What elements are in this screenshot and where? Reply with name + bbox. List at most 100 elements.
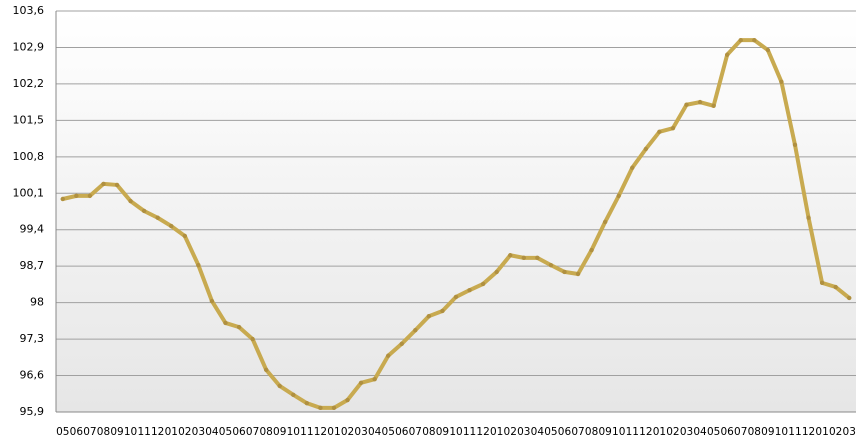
x-tick-label: 09 [273,426,286,438]
data-point [548,262,554,268]
data-point [602,219,608,225]
x-tick-label: 02 [178,426,191,438]
data-point [101,181,106,187]
x-tick-label: 12 [151,426,164,438]
data-point [833,284,838,290]
data-point [779,79,784,85]
x-tick-label: 06 [720,426,734,438]
data-point [169,223,174,229]
data-point [114,182,120,188]
x-tick-label: 05 [219,426,232,438]
x-tick-label: 07 [571,426,584,438]
x-tick-label: 07 [83,426,96,438]
x-tick-label: 06 [232,426,246,438]
x-tick-label: 02 [341,426,354,438]
data-point [535,255,540,261]
data-point [453,294,459,300]
x-tick-label: 08 [259,426,272,438]
x-tick-label: 07 [734,426,747,438]
x-tick-label: 04 [368,426,382,438]
x-tick-label: 11 [137,426,150,438]
x-tick-label: 01 [815,426,828,438]
data-point [223,320,228,326]
x-tick-label: 01 [165,426,178,438]
data-point [426,313,432,319]
x-tick-label: 09 [598,426,611,438]
x-tick-label: 01 [653,426,666,438]
data-point [643,146,649,152]
data-point [521,255,526,261]
y-tick-label: 96,6 [20,369,45,382]
data-point [792,142,798,148]
y-tick-label: 103,6 [13,4,45,17]
x-tick-label: 04 [205,426,219,438]
x-tick-label: 02 [829,426,842,438]
x-tick-label: 08 [585,426,598,438]
x-tick-label: 01 [327,426,340,438]
data-point [752,37,757,43]
data-point [765,47,771,53]
y-tick-label: 102,2 [13,77,45,90]
data-point [372,376,377,382]
x-tick-label: 07 [246,426,259,438]
x-tick-label: 10 [124,426,137,438]
data-point [847,295,852,301]
data-point [74,193,79,199]
x-tick-label: 11 [788,426,801,438]
x-tick-label: 11 [463,426,476,438]
x-tick-label: 05 [544,426,557,438]
data-point [128,198,133,204]
x-tick-label: 01 [490,426,503,438]
data-point [196,262,201,268]
data-point [738,37,743,43]
data-point [60,196,65,202]
data-point [358,380,364,386]
x-tick-label: 05 [382,426,395,438]
x-tick-label: 02 [504,426,517,438]
x-tick-label: 11 [626,426,639,438]
data-point [575,271,581,277]
x-tick-label: 03 [680,426,693,438]
x-tick-label: 06 [558,426,572,438]
x-tick-label: 03 [517,426,530,438]
data-point [630,165,635,170]
data-point [345,397,350,403]
data-point [141,208,147,214]
data-point [467,287,472,293]
data-point [331,405,337,411]
data-point [697,99,703,105]
x-tick-label: 03 [192,426,205,438]
x-tick-label: 05 [707,426,720,438]
data-point [304,400,310,406]
data-point [508,253,513,258]
data-point [684,102,689,107]
y-tick-label: 100,8 [13,150,45,163]
x-tick-label: 12 [639,426,652,438]
data-point [494,269,499,275]
x-tick-label: 08 [748,426,761,438]
y-tick-label: 102,9 [13,40,45,53]
plot-area [56,11,856,412]
data-point [819,280,825,286]
x-tick-label: 09 [761,426,774,438]
y-tick-label: 97,3 [20,332,45,345]
x-tick-label: 08 [422,426,435,438]
x-tick-label: 10 [775,426,788,438]
data-point [562,269,567,275]
x-tick-label: 09 [110,426,123,438]
x-tick-label: 11 [300,426,313,438]
data-point [291,392,296,398]
x-tick-label: 03 [843,426,856,438]
data-point [413,328,418,333]
x-tick-label: 06 [395,426,409,438]
x-tick-label: 12 [802,426,815,438]
x-tick-label: 10 [612,426,625,438]
x-tick-label: 10 [449,426,462,438]
x-tick-label: 07 [409,426,422,438]
y-tick-label: 98,7 [20,259,45,272]
data-point [386,353,391,358]
data-point [155,215,160,220]
x-tick-label: 09 [436,426,449,438]
data-point [657,129,662,135]
